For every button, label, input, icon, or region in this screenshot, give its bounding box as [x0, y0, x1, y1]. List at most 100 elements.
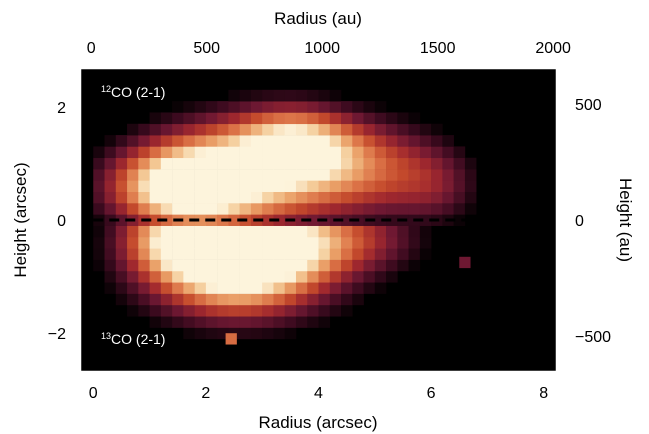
heatmap-cell [352, 270, 364, 283]
heatmap-cell [104, 225, 117, 238]
heatmap-cell [172, 225, 184, 238]
heatmap-cell [262, 169, 274, 181]
heatmap-cell [183, 169, 195, 181]
heatmap-cell [138, 123, 150, 136]
heatmap-cell [217, 270, 229, 283]
heatmap-cell [397, 248, 409, 260]
heatmap-cell [127, 236, 139, 249]
heatmap-cell [217, 123, 229, 136]
heatmap-cell [341, 214, 353, 226]
heatmap-cell [228, 89, 240, 102]
heatmap-cell [329, 112, 342, 125]
heatmap-cell [217, 203, 229, 215]
heatmap-cell [386, 146, 398, 159]
heatmap-cell [464, 157, 477, 170]
heatmap-cell [115, 191, 128, 204]
heatmap-cell [295, 123, 308, 136]
heatmap-cell [307, 248, 319, 260]
heatmap-cell [172, 123, 184, 136]
heatmap-cell [318, 191, 331, 204]
heatmap-cell [239, 101, 252, 113]
heatmap-cell [386, 270, 398, 283]
heatmap-cell [239, 316, 252, 328]
x-tick-label-top: 0 [87, 40, 96, 57]
heatmap-cell [138, 203, 150, 215]
x-tick-label-bottom: 4 [314, 385, 323, 402]
heatmap-cell [453, 191, 466, 204]
heatmap-cell [408, 112, 421, 125]
heatmap-cell [104, 282, 117, 294]
heatmap-cell [217, 180, 229, 192]
heatmap-cell [307, 112, 319, 125]
heatmap-cell [115, 169, 128, 181]
heatmap-cell [115, 236, 128, 249]
heatmap-cell [160, 135, 173, 147]
heatmap-cell [104, 191, 117, 204]
heatmap-cell [284, 191, 297, 204]
heatmap-cell [419, 191, 432, 204]
heatmap-cell [217, 112, 229, 125]
heatmap-cell [284, 135, 297, 147]
heatmap-cell [318, 89, 331, 102]
heatmap-cell [318, 316, 331, 328]
heatmap-cell [194, 203, 207, 215]
heatmap-cell [250, 270, 263, 283]
heatmap-cell [205, 248, 218, 260]
heatmap-cell [115, 225, 128, 238]
x-axis-title-bottom: Radius (arcsec) [258, 413, 377, 432]
heatmap-cell [183, 203, 195, 215]
heatmap-cell [172, 293, 184, 306]
heatmap-cell [262, 123, 274, 136]
heatmap-cell [115, 259, 128, 272]
heatmap-cell [172, 146, 184, 159]
heatmap-cell [149, 203, 162, 215]
heatmap-cell [352, 236, 364, 249]
heatmap-cell [307, 270, 319, 283]
heatmap-cell [273, 157, 286, 170]
heatmap-cell [250, 236, 263, 249]
heatmap-cell [217, 191, 229, 204]
heatmap-cell [160, 169, 173, 181]
heatmap-cell [307, 123, 319, 136]
heatmap-cell [138, 180, 150, 192]
heatmap-cell [205, 112, 218, 125]
heatmap-cell [115, 293, 128, 306]
heatmap-cell [273, 293, 286, 306]
heatmap-cell [93, 248, 105, 260]
heatmap-cell [217, 236, 229, 249]
heatmap-cell [115, 203, 128, 215]
heatmap-cell [307, 214, 319, 226]
x-tick-label-top: 1000 [304, 40, 340, 57]
heatmap-cell [295, 180, 308, 192]
heatmap-cell [127, 169, 139, 181]
heatmap-cell [183, 191, 195, 204]
heatmap-cell [295, 270, 308, 283]
heatmap-cell [160, 304, 173, 317]
heatmap-cell [149, 135, 162, 147]
heatmap-cell [127, 135, 139, 147]
heatmap-cell [341, 270, 353, 283]
heatmap-cell [284, 248, 297, 260]
heatmap-cell [318, 203, 331, 215]
heatmap-cell [352, 259, 364, 272]
heatmap-cell [93, 236, 105, 249]
heatmap-cell [431, 169, 443, 181]
heatmap-cell [104, 248, 117, 260]
heatmap-cell [183, 123, 195, 136]
heatmap-cell [205, 259, 218, 272]
y-axis-title-right: Height (au) [616, 178, 635, 262]
heatmap-cell [205, 146, 218, 159]
heatmap-cell [374, 225, 387, 238]
heatmap-cell [295, 135, 308, 147]
heatmap-cell [295, 282, 308, 294]
heatmap-cell [228, 304, 240, 317]
heatmap-cell [217, 135, 229, 147]
heatmap-cell [397, 259, 409, 272]
heatmap-cell [217, 225, 229, 238]
heatmap-cell [295, 146, 308, 159]
heatmap-cell [453, 169, 466, 181]
heatmap-cell [183, 259, 195, 272]
heatmap-cell [397, 157, 409, 170]
heatmap-cell [374, 123, 387, 136]
heatmap-cell [374, 214, 387, 226]
